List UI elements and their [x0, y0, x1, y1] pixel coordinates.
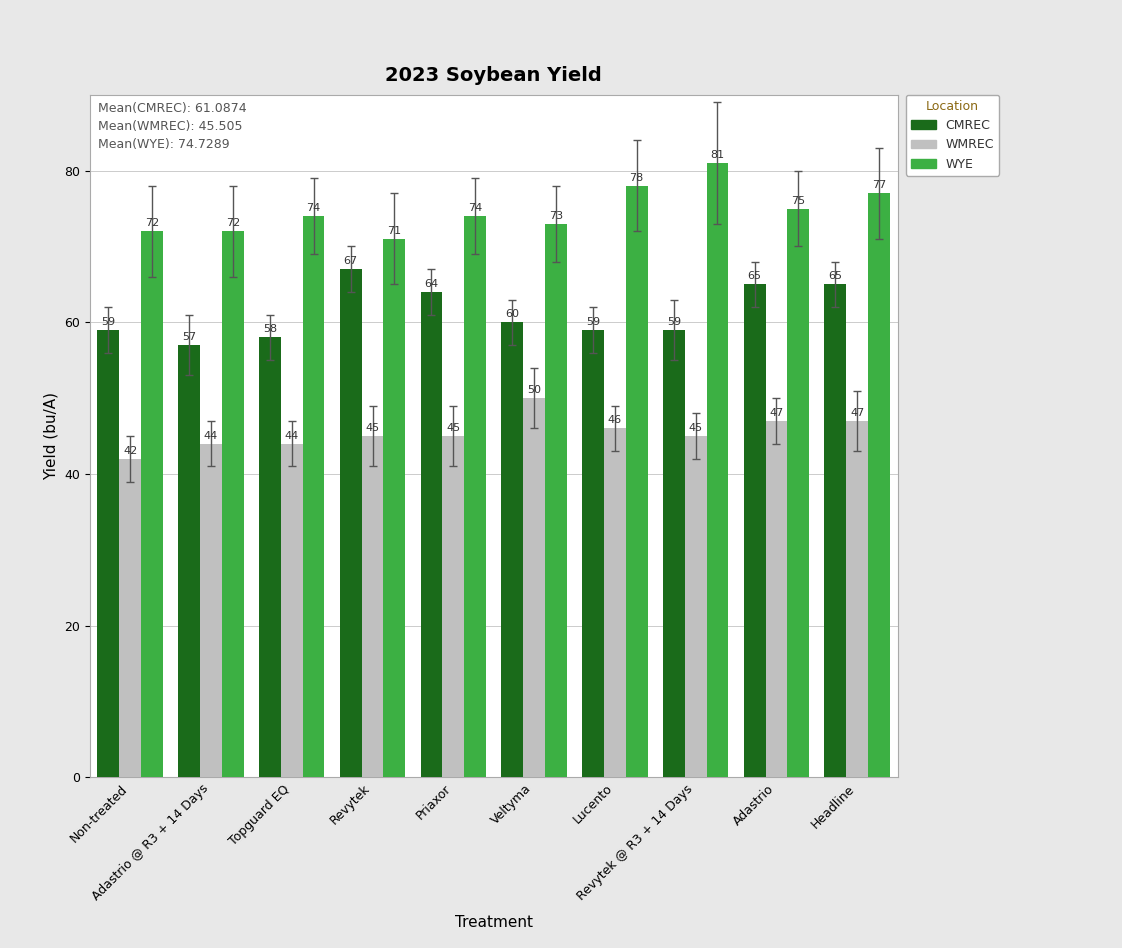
Text: 59: 59 — [666, 317, 681, 327]
Text: 74: 74 — [306, 203, 321, 213]
Text: 44: 44 — [285, 430, 298, 441]
Title: 2023 Soybean Yield: 2023 Soybean Yield — [385, 66, 603, 85]
Bar — [280, 444, 303, 777]
Bar — [523, 398, 545, 777]
Bar — [119, 459, 141, 777]
Bar — [582, 330, 604, 777]
Text: 47: 47 — [770, 408, 783, 418]
Bar — [421, 292, 442, 777]
Bar — [259, 337, 280, 777]
Text: 72: 72 — [226, 218, 240, 228]
Text: 72: 72 — [145, 218, 159, 228]
X-axis label: Treatment: Treatment — [454, 915, 533, 929]
Bar — [141, 231, 163, 777]
Bar — [765, 421, 788, 777]
Bar — [178, 345, 200, 777]
Text: 50: 50 — [527, 385, 541, 395]
Bar — [384, 239, 405, 777]
Text: 59: 59 — [101, 317, 116, 327]
Bar — [684, 436, 707, 777]
Text: 78: 78 — [629, 173, 644, 183]
Bar — [788, 209, 809, 777]
Bar — [222, 231, 243, 777]
Text: 59: 59 — [586, 317, 600, 327]
Text: 64: 64 — [424, 279, 439, 289]
Bar — [846, 421, 868, 777]
Text: 57: 57 — [182, 332, 196, 342]
Bar — [465, 216, 486, 777]
Text: 58: 58 — [263, 324, 277, 335]
Text: 42: 42 — [123, 446, 137, 456]
Text: 74: 74 — [468, 203, 482, 213]
Bar — [545, 224, 567, 777]
Legend: CMREC, WMREC, WYE: CMREC, WMREC, WYE — [905, 95, 1000, 175]
Bar — [442, 436, 465, 777]
Text: 44: 44 — [204, 430, 218, 441]
Bar — [200, 444, 222, 777]
Text: 45: 45 — [689, 423, 702, 433]
Text: 45: 45 — [366, 423, 379, 433]
Bar — [825, 284, 846, 777]
Text: 67: 67 — [343, 256, 358, 266]
Bar — [868, 193, 890, 777]
Bar — [663, 330, 684, 777]
Bar — [707, 163, 728, 777]
Text: 65: 65 — [828, 271, 843, 282]
Text: 60: 60 — [505, 309, 519, 319]
Text: 77: 77 — [872, 180, 886, 191]
Y-axis label: Yield (bu/A): Yield (bu/A) — [44, 392, 58, 480]
Text: 71: 71 — [387, 226, 402, 236]
Text: Mean(CMREC): 61.0874
Mean(WMREC): 45.505
Mean(WYE): 74.7289: Mean(CMREC): 61.0874 Mean(WMREC): 45.505… — [98, 101, 247, 151]
Bar — [340, 269, 361, 777]
Bar — [626, 186, 647, 777]
Text: 45: 45 — [447, 423, 460, 433]
Bar — [744, 284, 765, 777]
Bar — [502, 322, 523, 777]
Bar — [604, 428, 626, 777]
Text: 75: 75 — [791, 195, 806, 206]
Text: 47: 47 — [850, 408, 864, 418]
Text: 81: 81 — [710, 150, 725, 160]
Bar — [98, 330, 119, 777]
Text: 73: 73 — [549, 210, 563, 221]
Bar — [361, 436, 384, 777]
Bar — [303, 216, 324, 777]
Text: 46: 46 — [608, 415, 622, 426]
Text: 65: 65 — [747, 271, 762, 282]
